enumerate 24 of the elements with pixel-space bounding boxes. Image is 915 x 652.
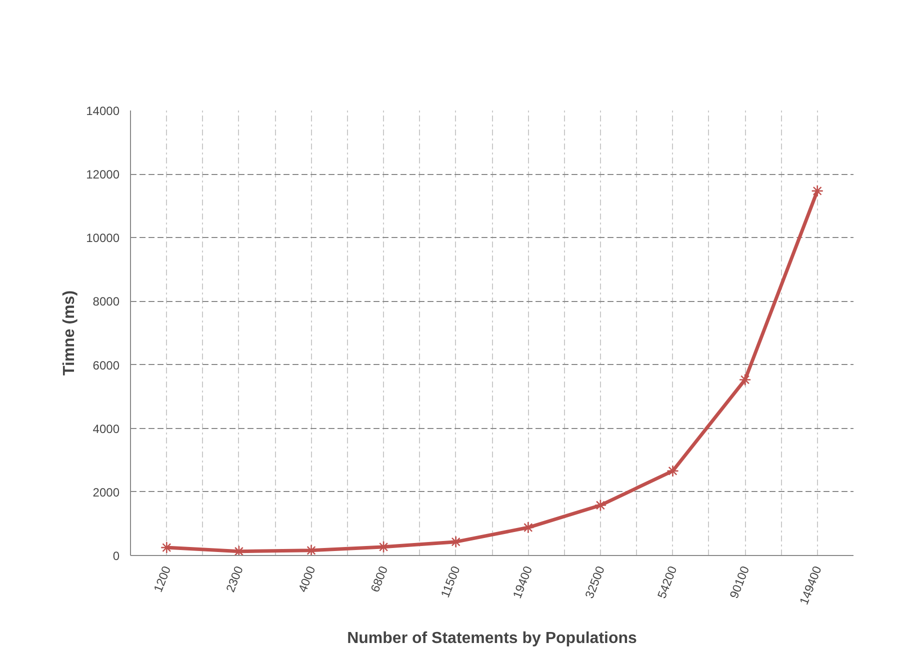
x-tick-label: 4000 <box>296 564 318 594</box>
x-tick-label: 1200 <box>150 564 174 594</box>
x-tick-label: 90100 <box>726 564 752 600</box>
y-tick-label: 6000 <box>92 358 120 372</box>
point <box>666 464 679 478</box>
y-tick-label: 2000 <box>92 485 120 500</box>
point <box>811 184 824 198</box>
y-tick-label: 8000 <box>92 294 120 309</box>
x-tick-label: 11500 <box>438 564 463 600</box>
x-tick-label: 2300 <box>223 564 246 594</box>
x-tick-label: 54200 <box>654 564 680 600</box>
x-tick-label: 32500 <box>582 564 608 600</box>
x-axis-title: Number of Statements by Populations <box>347 630 638 648</box>
point <box>738 374 752 386</box>
y-tick-label: 10000 <box>86 231 120 246</box>
y-tick-label: 4000 <box>92 422 120 436</box>
y-tick-label: 14000 <box>86 104 120 118</box>
y-axis-title: Timne (ms) <box>61 290 78 376</box>
x-tick-label: 6800 <box>368 564 391 594</box>
point <box>522 521 534 534</box>
x-tick-label: 19400 <box>510 564 536 600</box>
y-tick-label: 0 <box>112 549 120 563</box>
y-tick-label: 12000 <box>86 168 120 182</box>
point <box>594 499 607 512</box>
